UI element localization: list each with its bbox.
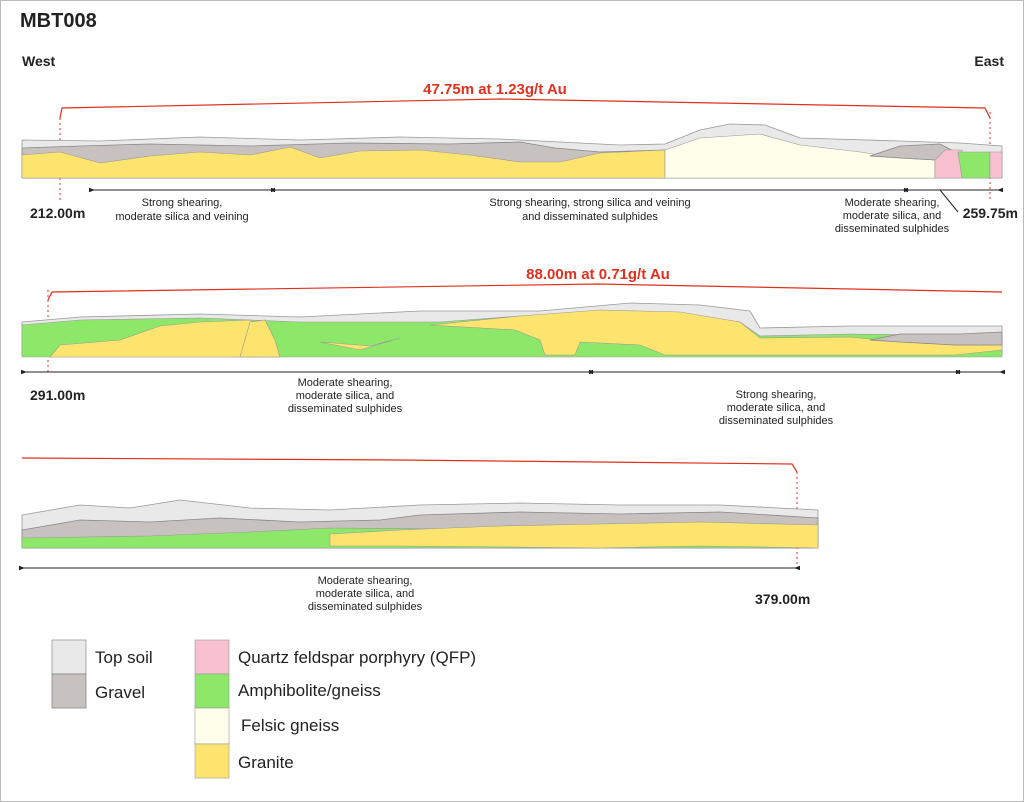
- annotation: Strong shearing,: [736, 389, 817, 401]
- annotation: moderate silica, and: [727, 402, 825, 414]
- swatch: [51, 639, 87, 675]
- annotation: Strong shearing,: [142, 197, 223, 209]
- end-depth: 259.75m: [963, 205, 1018, 221]
- section-2: 88.00m at 0.71g/t Au 291.00m Moderate sh…: [21, 266, 1005, 427]
- intercept-bracket: [21, 457, 798, 473]
- title: MBT008: [20, 10, 97, 32]
- start-depth: 212.00m: [30, 205, 85, 221]
- legend-label: Top soil: [95, 648, 153, 667]
- annotation: Moderate shearing,: [298, 377, 393, 389]
- annotation: moderate silica, and: [316, 588, 414, 600]
- swatch: [194, 743, 230, 779]
- end-depth: 379.00m: [755, 591, 810, 607]
- intercept-bracket: [47, 283, 1003, 301]
- section-3: 379.00m Moderate shearing, moderate sili…: [19, 457, 819, 613]
- legend-label: Felsic gneiss: [241, 716, 339, 735]
- legend-label: Gravel: [95, 683, 145, 702]
- granite: [329, 521, 819, 549]
- annotation: disseminated sulphides: [835, 223, 950, 235]
- legend-label: Quartz feldspar porphyry (QFP): [238, 648, 476, 667]
- granite: [239, 319, 281, 358]
- swatch: [194, 707, 230, 745]
- amphibolite: [957, 151, 991, 179]
- intercept-label: 88.00m at 0.71g/t Au: [526, 266, 670, 283]
- annotation: Strong shearing, strong silica and veini…: [489, 197, 690, 209]
- legend: Top soil Gravel Quartz feldspar porphyry…: [51, 639, 476, 779]
- annotation: disseminated sulphides: [719, 415, 834, 427]
- west-label: West: [22, 53, 56, 69]
- granite: [429, 309, 1003, 356]
- annotation: and disseminated sulphides: [522, 211, 658, 223]
- legend-label: Amphibolite/gneiss: [238, 681, 381, 700]
- start-depth: 291.00m: [30, 387, 85, 403]
- annotation: disseminated sulphides: [308, 601, 423, 613]
- gravel: [869, 331, 1003, 346]
- annotation: moderate silica, and: [296, 390, 394, 402]
- annotation: Moderate shearing,: [318, 575, 413, 587]
- intercept-bracket: [59, 98, 991, 119]
- annotation: disseminated sulphides: [288, 403, 403, 415]
- intercept-label: 47.75m at 1.23g/t Au: [423, 81, 567, 98]
- annotation: moderate silica, and: [843, 210, 941, 222]
- swatch: [51, 673, 87, 709]
- legend-label: Granite: [238, 753, 294, 772]
- swatch: [194, 673, 230, 709]
- annotation: moderate silica and veining: [115, 211, 248, 223]
- annotation: Moderate shearing,: [845, 197, 940, 209]
- east-label: East: [974, 53, 1004, 69]
- granite: [319, 337, 401, 351]
- section-1: 47.75m at 1.23g/t Au 212.00m 259.75m Str…: [21, 81, 1018, 235]
- swatch: [194, 639, 230, 675]
- leader: [939, 189, 959, 213]
- qfp: [989, 151, 1003, 179]
